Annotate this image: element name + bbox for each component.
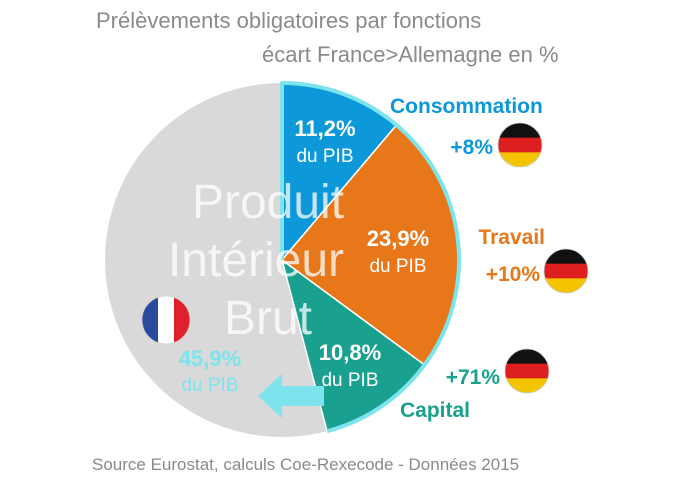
france-flag-icon [141,295,191,345]
consommation-value-label: 11,2% [294,116,355,141]
capital-name-label: Capital [400,399,470,422]
chart-title: Prélèvements obligatoires par fonctions [96,8,482,33]
source-note: Source Eurostat, calculs Coe-Rexecode - … [92,455,520,474]
germany-flag-icon [497,122,543,168]
capital-diff-label: +71% [446,366,501,389]
center-label-line-1: Produit [192,176,344,229]
travail-name-label: Travail [478,226,545,249]
total-unit-label: du PIB [181,375,238,396]
capital-unit-label: du PIB [321,370,378,391]
travail-diff-label: +10% [486,263,541,286]
consommation-unit-label: du PIB [296,146,353,167]
consommation-diff-label: +8% [450,136,493,159]
center-label-line-3: Brut [224,292,312,345]
total-value-label: 45,9% [179,346,241,371]
travail-value-label: 23,9% [367,226,429,251]
germany-flag-icon [543,248,589,294]
total-arrow [258,374,324,418]
capital-value-label: 10,8% [319,340,381,365]
center-label-line-2: Intérieur [168,234,344,287]
consommation-name-label: Consommation [390,95,543,118]
total-share-outline [280,81,461,434]
travail-unit-label: du PIB [369,256,426,277]
chart-subtitle: écart France>Allemagne en % [262,42,559,67]
germany-flag-icon [504,348,550,394]
